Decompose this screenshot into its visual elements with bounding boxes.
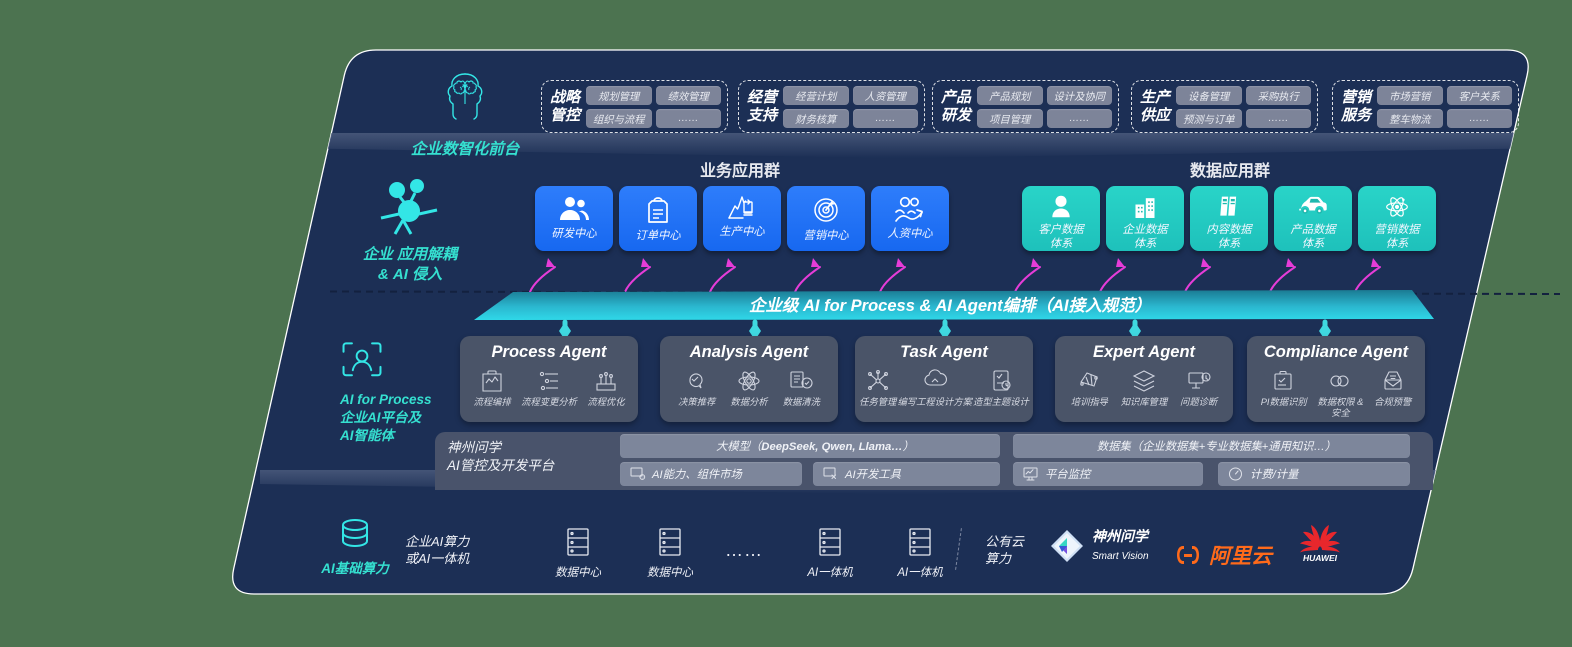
svg-text:企业级 AI for Process & AI Agent编: 企业级 AI for Process & AI Agent编排（AI接入规范）	[749, 296, 1151, 315]
svg-text:HUAWEI: HUAWEI	[1303, 553, 1338, 562]
